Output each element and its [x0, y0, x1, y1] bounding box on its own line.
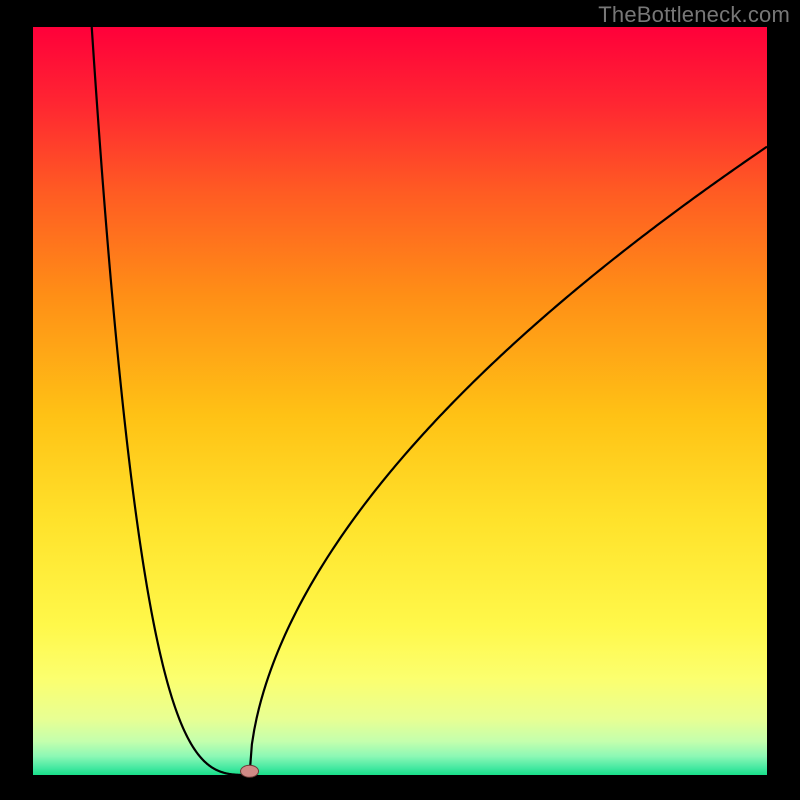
optimal-point-marker: [241, 765, 259, 777]
stage: TheBottleneck.com: [0, 0, 800, 800]
heat-gradient: [33, 27, 767, 775]
bottleneck-chart: [0, 0, 800, 800]
watermark-text: TheBottleneck.com: [598, 2, 790, 28]
